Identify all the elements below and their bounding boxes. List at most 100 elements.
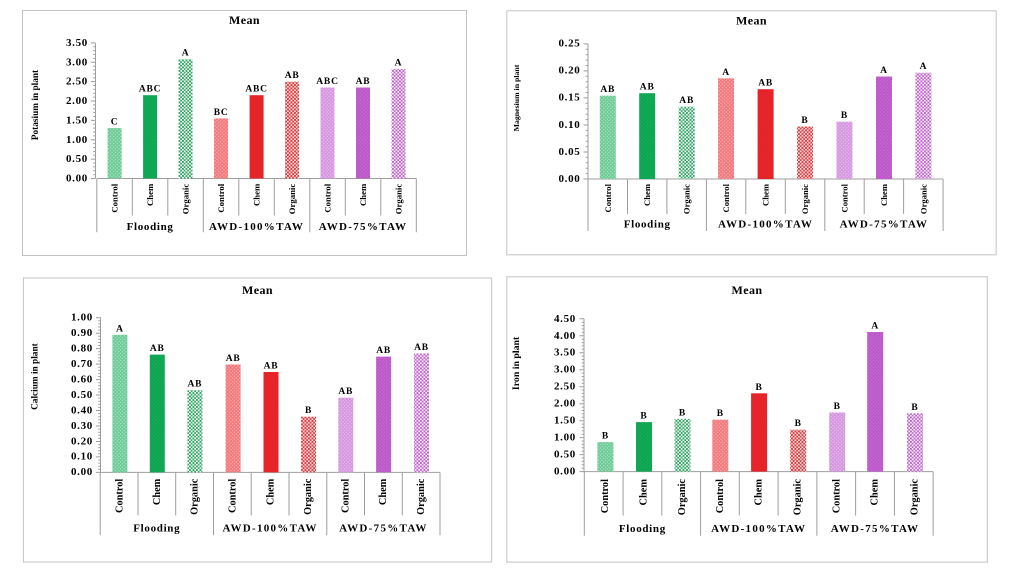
svg-text:B: B [801, 116, 808, 126]
svg-text:Mean: Mean [229, 13, 260, 27]
svg-text:Chem: Chem [145, 183, 155, 206]
svg-text:AB: AB [356, 77, 371, 87]
svg-text:AWD-100%TAW: AWD-100%TAW [209, 221, 304, 233]
svg-text:0.00: 0.00 [66, 173, 88, 185]
svg-text:AB: AB [285, 71, 300, 81]
svg-text:B: B [795, 419, 802, 429]
svg-text:Control: Control [840, 183, 850, 212]
svg-text:AB: AB [758, 79, 773, 89]
svg-text:Calcium in plant: Calcium in plant [30, 342, 40, 410]
svg-text:Control: Control [110, 183, 120, 212]
svg-text:AWD-75%TAW: AWD-75%TAW [319, 221, 408, 233]
svg-text:BC: BC [214, 108, 229, 118]
svg-text:Chem: Chem [870, 479, 881, 506]
svg-text:Mean: Mean [242, 283, 273, 297]
svg-text:Organic: Organic [189, 478, 200, 515]
svg-text:3.00: 3.00 [66, 56, 88, 68]
svg-text:4.00: 4.00 [554, 330, 576, 342]
svg-text:Flooding: Flooding [624, 219, 671, 231]
svg-text:A: A [182, 49, 190, 59]
svg-text:0.30: 0.30 [71, 420, 93, 432]
svg-text:Control: Control [228, 479, 239, 513]
svg-text:Control: Control [721, 183, 731, 212]
svg-text:Chem: Chem [152, 478, 163, 505]
svg-text:AB: AB [640, 83, 655, 93]
svg-text:B: B [756, 383, 763, 393]
svg-text:0.50: 0.50 [66, 153, 88, 165]
svg-text:3.50: 3.50 [554, 347, 576, 359]
svg-text:Control: Control [715, 479, 726, 513]
svg-text:Chem: Chem [639, 479, 650, 506]
svg-text:AB: AB [226, 354, 241, 364]
svg-text:1.50: 1.50 [554, 415, 576, 427]
svg-text:B: B [679, 408, 686, 418]
svg-text:1.00: 1.00 [71, 312, 93, 324]
svg-text:AWD-75%TAW: AWD-75%TAW [339, 523, 428, 535]
svg-text:Control: Control [600, 479, 611, 513]
svg-text:Magnesium in plant: Magnesium in plant [512, 64, 521, 131]
svg-text:A: A [920, 62, 928, 72]
svg-text:2.00: 2.00 [554, 398, 576, 410]
svg-text:C: C [111, 118, 119, 128]
svg-text:1.00: 1.00 [66, 134, 88, 146]
svg-text:AB: AB [679, 96, 694, 106]
svg-text:0.50: 0.50 [71, 389, 93, 401]
svg-text:Control: Control [323, 183, 333, 212]
svg-text:A: A [871, 322, 879, 332]
svg-text:Chem: Chem [754, 479, 765, 506]
svg-text:Chem: Chem [642, 183, 652, 206]
svg-text:3.50: 3.50 [66, 37, 88, 49]
svg-text:B: B [834, 402, 841, 412]
svg-text:AWD-100%TAW: AWD-100%TAW [718, 219, 813, 231]
svg-text:AB: AB [150, 344, 165, 354]
svg-text:0.00: 0.00 [558, 173, 580, 185]
svg-text:0.50: 0.50 [554, 449, 576, 461]
svg-text:1.50: 1.50 [66, 115, 88, 127]
svg-text:B: B [602, 432, 609, 442]
svg-text:0.80: 0.80 [71, 342, 93, 354]
svg-text:0.20: 0.20 [558, 65, 580, 77]
svg-text:A: A [722, 68, 730, 78]
svg-text:A: A [395, 58, 403, 68]
svg-text:Organic: Organic [181, 184, 191, 215]
svg-text:0.10: 0.10 [558, 119, 580, 131]
svg-text:0.10: 0.10 [71, 451, 93, 463]
svg-text:0.00: 0.00 [554, 466, 576, 478]
svg-text:B: B [911, 403, 918, 413]
svg-text:Organic: Organic [800, 184, 810, 214]
svg-text:2.50: 2.50 [66, 76, 88, 88]
svg-text:Flooding: Flooding [127, 221, 174, 233]
svg-text:Flooding: Flooding [133, 523, 180, 535]
svg-text:A: A [116, 324, 124, 334]
svg-text:Organic: Organic [910, 479, 921, 516]
svg-text:0.90: 0.90 [71, 327, 93, 339]
svg-text:AB: AB [187, 380, 202, 390]
svg-text:Iron in plant: Iron in plant [511, 336, 522, 390]
svg-text:AB: AB [414, 343, 429, 353]
svg-text:Organic: Organic [677, 479, 688, 516]
svg-text:Chem: Chem [879, 183, 889, 206]
svg-text:3.00: 3.00 [554, 364, 576, 376]
svg-text:0.60: 0.60 [71, 373, 93, 385]
svg-text:Organic: Organic [287, 184, 297, 215]
svg-text:Organic: Organic [303, 478, 314, 515]
svg-text:B: B [717, 409, 724, 419]
svg-text:A: A [880, 66, 888, 76]
svg-text:2.50: 2.50 [554, 381, 576, 393]
svg-text:B: B [640, 412, 647, 422]
svg-text:0.25: 0.25 [558, 38, 580, 50]
svg-text:Flooding: Flooding [619, 523, 666, 535]
svg-text:AB: AB [376, 346, 391, 356]
svg-text:ABC: ABC [245, 85, 267, 95]
svg-text:0.70: 0.70 [71, 358, 93, 370]
svg-text:Organic: Organic [793, 479, 804, 516]
svg-text:Control: Control [216, 183, 226, 212]
svg-text:Chem: Chem [378, 478, 389, 505]
svg-text:Organic: Organic [394, 184, 404, 215]
svg-text:0.20: 0.20 [71, 435, 93, 447]
svg-text:B: B [841, 111, 848, 121]
svg-text:0.05: 0.05 [558, 146, 580, 158]
svg-text:Control: Control [114, 479, 125, 513]
svg-text:Chem: Chem [252, 183, 262, 206]
svg-text:2.00: 2.00 [66, 95, 88, 107]
